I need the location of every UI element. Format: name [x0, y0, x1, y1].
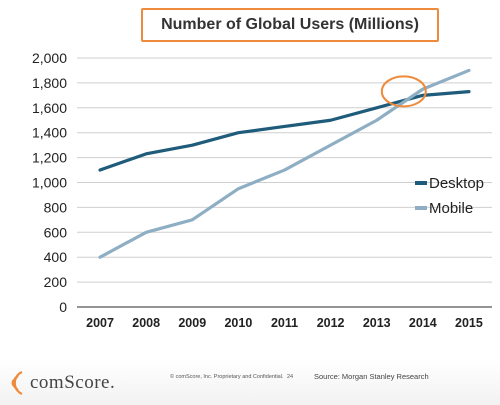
y-tick-label: 1,000: [32, 175, 67, 191]
footer: comScore. © comScore, Inc. Proprietary a…: [0, 360, 500, 405]
brand-name: comScore.: [30, 372, 116, 393]
y-tick-label: 1,200: [32, 150, 67, 166]
x-tick-label: 2011: [271, 316, 298, 330]
page-number: 24: [287, 374, 294, 380]
brand-logo: comScore.: [6, 366, 115, 400]
y-tick-label: 1,600: [32, 100, 67, 116]
y-tick-label: 1,800: [32, 75, 67, 91]
series-line-desktop: [98, 90, 471, 172]
legend-label-mobile: Mobile: [429, 200, 473, 217]
x-tick-label: 2012: [317, 316, 345, 330]
chart-title: Number of Global Users (Millions): [141, 8, 439, 42]
series-line-mobile: [98, 68, 471, 259]
x-tick-label: 2009: [178, 316, 206, 330]
copyright-text: © comScore, Inc. Proprietary and Confide…: [170, 374, 284, 380]
highlight-ellipse: [380, 75, 427, 108]
x-tick-label: 2007: [86, 316, 114, 330]
y-tick-label: 2,000: [32, 50, 67, 66]
legend-label-desktop: Desktop: [429, 175, 484, 192]
y-tick-label: 1,400: [32, 125, 67, 141]
line-chart: 0 200 400 600 800 1,000 1,200 1,400 1,600 1,800 2,…: [32, 50, 492, 330]
y-tick-label: 800: [44, 199, 68, 215]
x-tick-label: 2008: [132, 316, 160, 330]
y-tick-label: 0: [59, 299, 67, 315]
y-tick-label: 200: [44, 274, 68, 290]
y-tick-label: 600: [44, 224, 68, 240]
comscore-logo-icon: [11, 370, 23, 396]
x-tick-label: 2015: [455, 316, 483, 330]
x-tick-label: 2010: [224, 316, 252, 330]
source-text: Source: Morgan Stanley Research: [314, 372, 429, 381]
x-tick-label: 2014: [409, 316, 437, 330]
y-tick-label: 400: [44, 249, 68, 265]
x-tick-label: 2013: [363, 316, 391, 330]
